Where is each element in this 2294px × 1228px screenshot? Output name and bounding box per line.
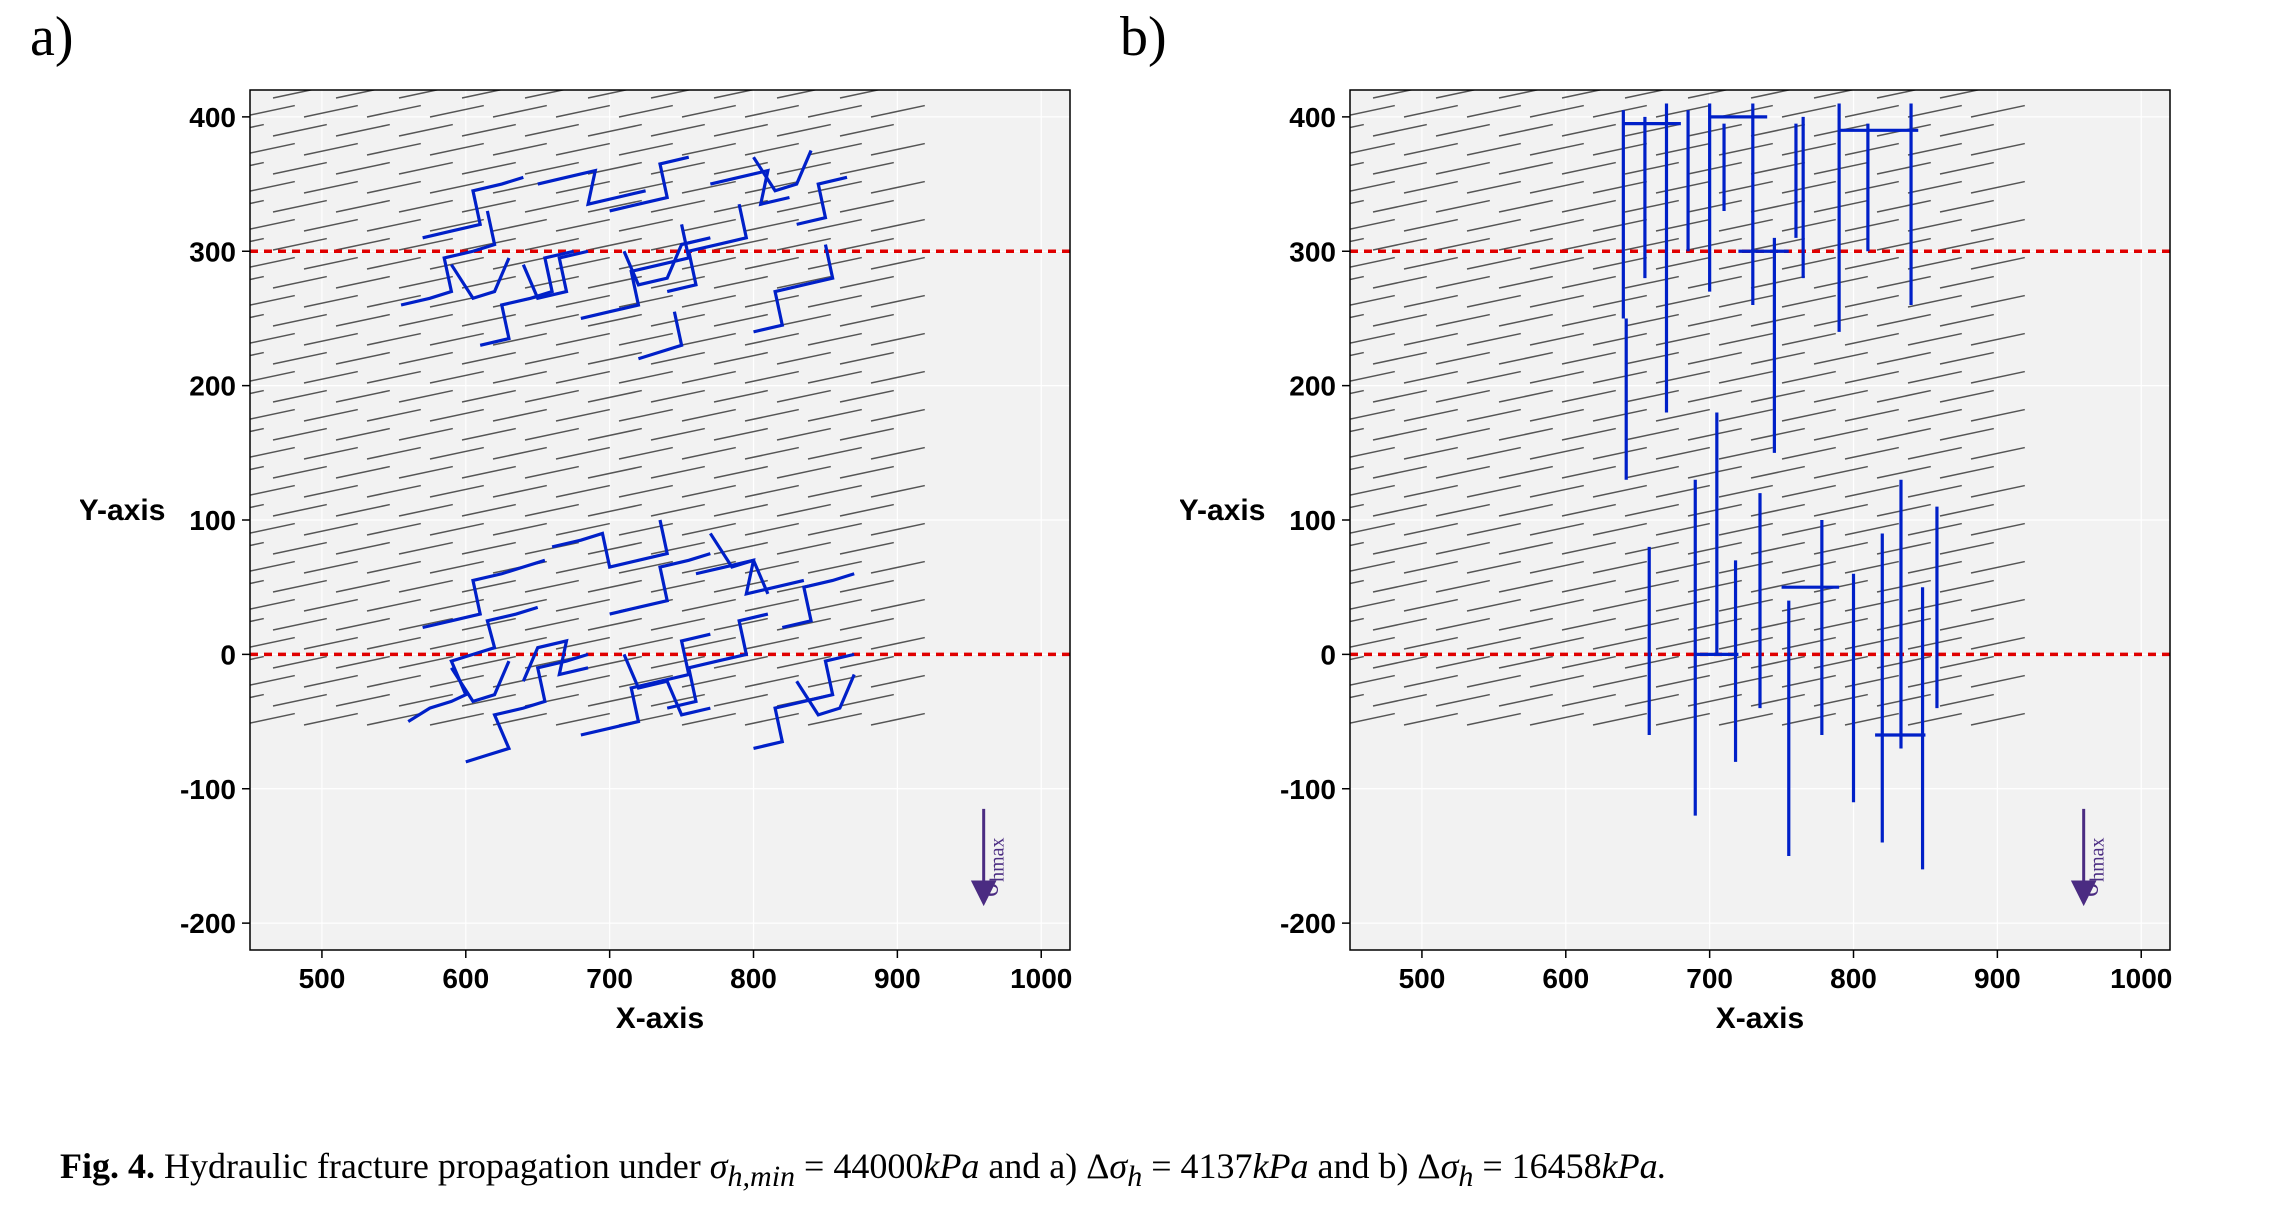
chart-svg: σhmax5006007008009001000-200-10001002003… xyxy=(1180,70,2190,1050)
y-tick-label: -100 xyxy=(180,774,236,805)
y-tick-label: -200 xyxy=(1280,908,1336,939)
x-tick-label: 1000 xyxy=(1010,963,1072,994)
y-tick-label: 0 xyxy=(220,639,236,670)
x-tick-label: 500 xyxy=(1399,963,1446,994)
figure-container: a) b) σhmax5006007008009001000-200-10001… xyxy=(0,0,2294,1228)
y-tick-label: 100 xyxy=(1289,505,1336,536)
y-tick-label: 200 xyxy=(1289,371,1336,402)
x-tick-label: 800 xyxy=(730,963,777,994)
panel-label-a: a) xyxy=(30,5,74,69)
x-tick-label: 1000 xyxy=(2110,963,2172,994)
y-tick-label: 400 xyxy=(189,102,236,133)
x-tick-label: 800 xyxy=(1830,963,1877,994)
y-tick-label: 0 xyxy=(1320,639,1336,670)
x-tick-label: 900 xyxy=(1974,963,2021,994)
x-axis-label: X-axis xyxy=(616,1002,704,1035)
y-tick-label: 400 xyxy=(1289,102,1336,133)
x-tick-label: 900 xyxy=(874,963,921,994)
x-tick-label: 700 xyxy=(1686,963,1733,994)
y-tick-label: -200 xyxy=(180,908,236,939)
y-tick-label: 200 xyxy=(189,371,236,402)
chart-svg: σhmax5006007008009001000-200-10001002003… xyxy=(80,70,1090,1050)
y-axis-label: Y-axis xyxy=(1180,494,1265,527)
panel-label-b: b) xyxy=(1120,5,1167,69)
x-tick-label: 500 xyxy=(299,963,346,994)
panel-a: σhmax5006007008009001000-200-10001002003… xyxy=(80,70,1090,1055)
x-tick-label: 600 xyxy=(442,963,489,994)
y-tick-label: 300 xyxy=(189,236,236,267)
x-tick-label: 600 xyxy=(1542,963,1589,994)
y-tick-label: -100 xyxy=(1280,774,1336,805)
y-tick-label: 300 xyxy=(1289,236,1336,267)
panel-b: σhmax5006007008009001000-200-10001002003… xyxy=(1180,70,2190,1055)
y-tick-label: 100 xyxy=(189,505,236,536)
y-axis-label: Y-axis xyxy=(80,494,165,527)
x-axis-label: X-axis xyxy=(1716,1002,1804,1035)
x-tick-label: 700 xyxy=(586,963,633,994)
figure-caption: Fig. 4. Hydraulic fracture propagation u… xyxy=(60,1145,1667,1194)
